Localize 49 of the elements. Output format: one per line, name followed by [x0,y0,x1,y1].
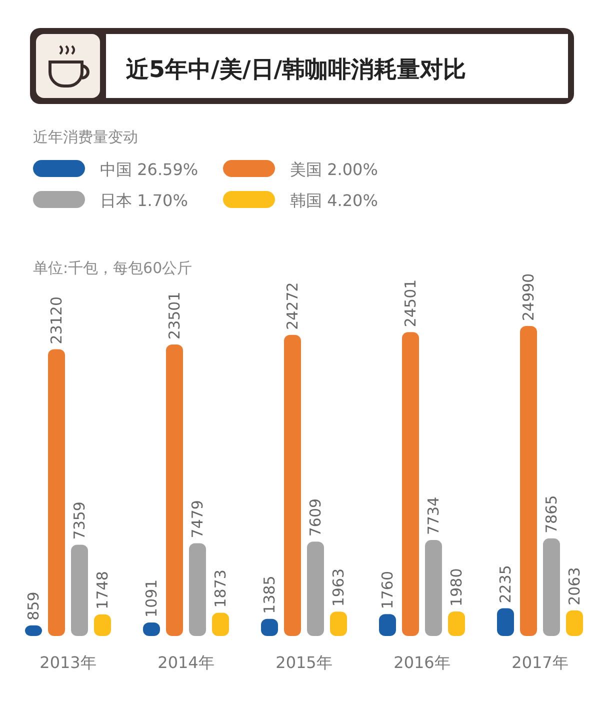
bar [448,611,465,636]
bar [284,334,301,636]
data-label: 24990 [520,273,538,321]
x-tick-label: 2013年 [40,653,96,672]
text: 单位:千包，每包60公斤 [33,259,192,277]
x-tick-label: 2016年 [394,653,450,672]
bar [330,612,347,636]
data-label: 7479 [188,500,206,538]
bar [543,538,560,636]
data-label: 2235 [496,565,514,604]
bar [425,540,442,636]
data-label: 1963 [330,568,348,607]
data-label: 7359 [70,502,88,540]
x-tick-label: 2014年 [158,653,214,672]
bar [94,614,111,636]
data-label: 7609 [306,498,324,537]
data-label: 2063 [566,567,584,606]
legend-label: 美国 2.00% [290,160,378,179]
bar [189,543,206,636]
data-label: 1385 [260,576,278,614]
x-tick-label: 2017年 [512,653,568,672]
bar [48,349,65,636]
data-label: 24501 [402,279,420,328]
bar [520,326,537,636]
bar [71,544,88,636]
data-label: 23501 [166,292,184,340]
bar [566,610,583,636]
data-label: 24272 [284,282,302,330]
data-label: 859 [24,592,42,620]
legend-label: 日本 1.70% [100,191,188,210]
data-label: 7734 [424,496,442,536]
bar [212,612,229,636]
data-label: 1760 [378,570,396,610]
chart-subtitle: 近年消费量变动 [33,128,138,146]
data-label: 23120 [48,296,66,344]
data-label: 1748 [94,571,112,610]
data-label: 7865 [542,495,560,534]
x-tick-label: 2015年 [276,653,332,672]
bar [307,542,324,636]
data-label: 1980 [448,568,466,606]
bar [166,344,183,636]
data-label: 1873 [212,570,230,608]
chart-title: 近5年中/美/日/韩咖啡消耗量对比 [125,56,466,83]
bar [497,608,514,636]
bar [402,332,419,636]
legend-label: 韩国 4.20% [290,191,378,210]
data-label: 1091 [142,579,160,618]
legend-label: 中国 26.59% [100,160,198,179]
bar [379,614,396,636]
